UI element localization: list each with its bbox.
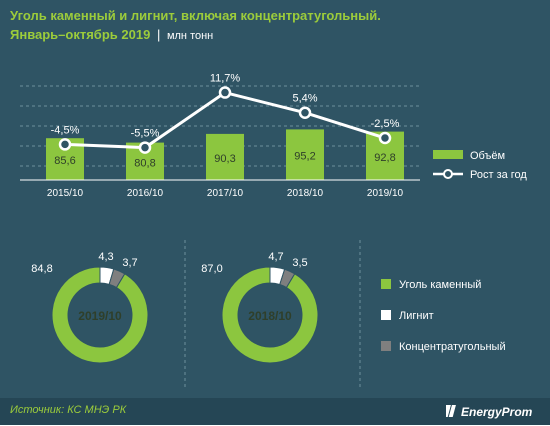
chart-subtitle: Январь–октябрь 2019 (10, 27, 151, 42)
growth-point (298, 106, 312, 119)
legend-marker-growth (443, 169, 453, 179)
logo-icon (441, 405, 456, 417)
donut-center-label: 2019/10 (78, 309, 122, 323)
pie-legend-swatch (381, 310, 391, 320)
bar-value-label: 90,3 (214, 153, 235, 165)
pie-legend-label: Уголь каменный (399, 279, 481, 291)
growth-label: 5,4% (292, 93, 317, 105)
donut-value-label: 4,7 (268, 251, 283, 263)
x-tick-label: 2018/10 (287, 188, 324, 199)
logo-text: EnergyProm (461, 405, 533, 419)
growth-point (378, 131, 392, 145)
bar-line-chart: 85,6 80,8 90,3 95,2 92,8 2015/10 2016/10 2017/1… (20, 73, 527, 199)
bar-value-label: 95,2 (294, 151, 315, 163)
energyprom-logo: EnergyProm (441, 401, 538, 426)
legend-label-growth: Рост за год (470, 169, 527, 181)
x-tick-label: 2015/10 (47, 188, 84, 199)
source-note: Источник: КС МНЭ РК (10, 404, 127, 416)
units-label: млн тонн (166, 30, 214, 42)
x-tick-label: 2019/10 (367, 188, 404, 199)
growth-label: -2,5% (371, 118, 400, 130)
title-separator: | (156, 27, 161, 42)
growth-label: 11,7% (210, 73, 241, 85)
legend-swatch-volume (433, 150, 463, 159)
donut-value-label: 3,5 (292, 257, 307, 269)
chart-subtitle-row: Январь–октябрь 2019 | млн тонн (10, 27, 213, 42)
x-tick-label: 2017/10 (207, 188, 244, 199)
footer: Источник: КС МНЭ РК EnergyProm (0, 398, 550, 425)
bar (286, 129, 324, 180)
growth-point (58, 138, 72, 151)
pie-legend-swatch (381, 279, 391, 289)
bar (206, 133, 244, 180)
chart-title: Уголь каменный и лигнит, включая концент… (10, 8, 381, 23)
donut-center-label: 2018/10 (248, 309, 292, 323)
legend-label-volume: Объём (470, 150, 505, 162)
growth-point (218, 86, 232, 99)
bar-value-label: 85,6 (54, 155, 75, 167)
pie-legend-swatch (381, 341, 391, 351)
growth-label: -5,5% (131, 128, 160, 140)
donut-slice (51, 266, 149, 364)
bar-value-label: 92,8 (374, 152, 395, 164)
growth-point (138, 141, 152, 154)
donut-slice (221, 266, 319, 364)
donut-value-label: 3,7 (122, 257, 137, 269)
donut-value-label: 4,3 (98, 251, 113, 263)
donut-value-label: 84,8 (31, 263, 52, 275)
donut-value-label: 87,0 (201, 263, 222, 275)
donut-charts: 2019/10 84,8 4,3 3,7 2018/10 87,0 4,7 3,5 Уголь … (31, 240, 506, 390)
pie-legend-label: Концентратугольный (399, 341, 506, 353)
growth-label: -4,5% (51, 124, 80, 136)
pie-legend-label: Лигнит (399, 310, 434, 322)
bar-value-label: 80,8 (134, 157, 155, 169)
header: Уголь каменный и лигнит, включая концент… (0, 0, 550, 50)
x-tick-label: 2016/10 (127, 188, 164, 199)
